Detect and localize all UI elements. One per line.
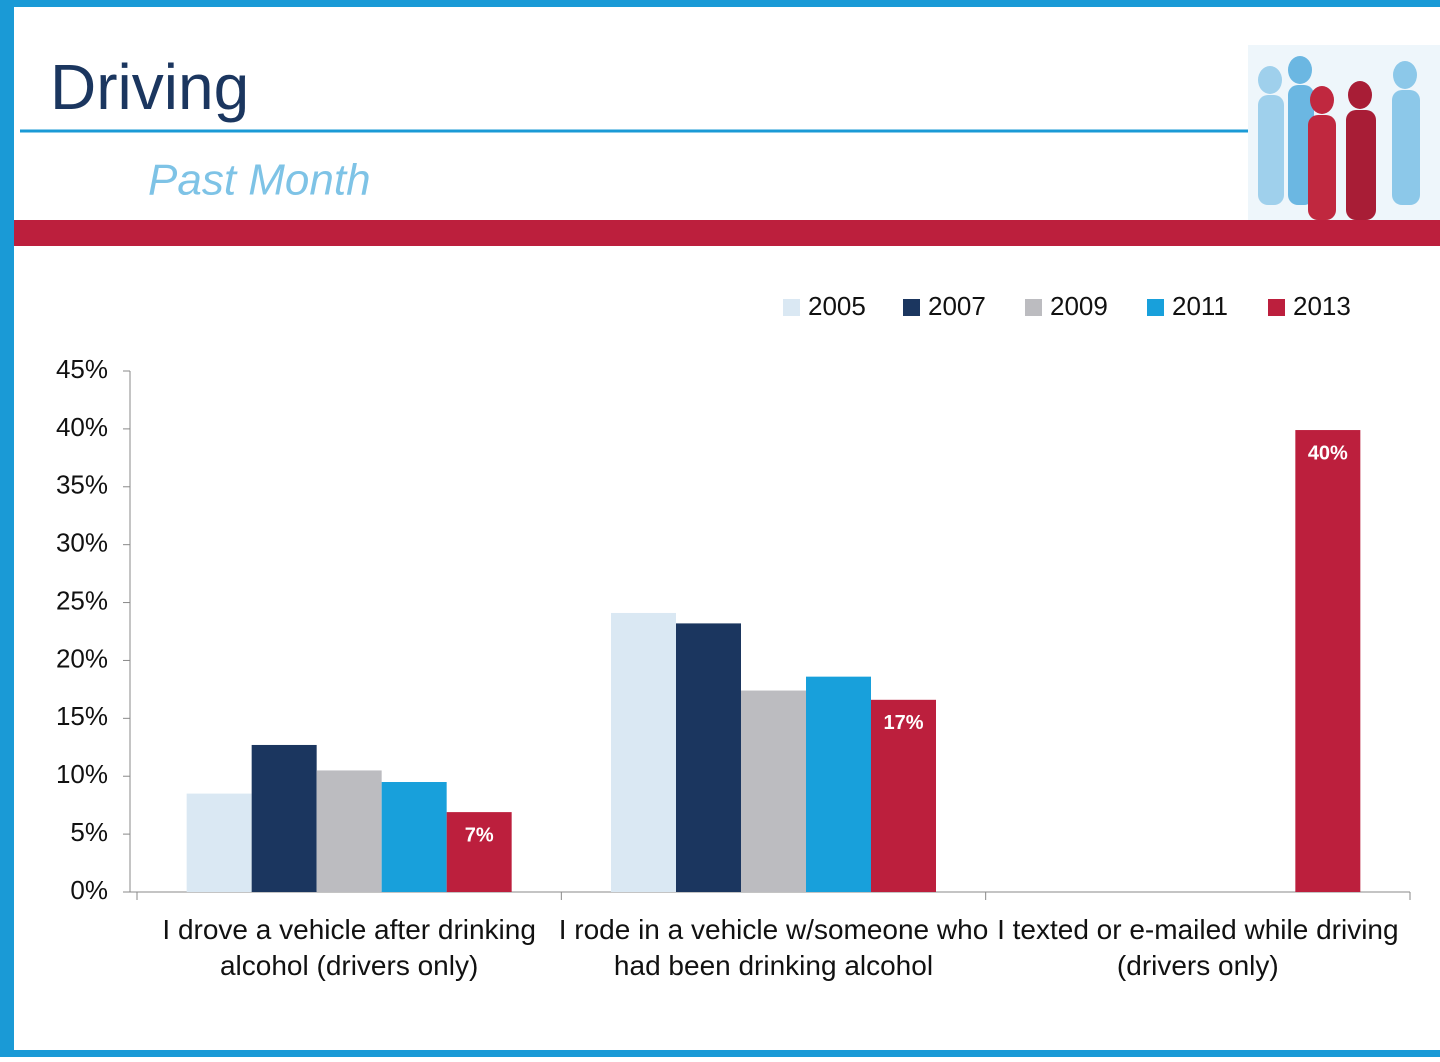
bar <box>611 612 676 892</box>
legend-label: 2013 <box>1293 291 1351 321</box>
bar <box>1295 430 1361 892</box>
legend-label: 2009 <box>1050 291 1108 321</box>
legend-swatch <box>1268 299 1285 316</box>
bar <box>186 793 252 892</box>
x-tick-label: I drove a vehicle after drinking alcohol… <box>162 914 536 981</box>
legend-swatch <box>903 299 920 316</box>
bar <box>381 782 447 892</box>
y-tick-label: 30% <box>56 528 108 558</box>
legend-swatch <box>1025 299 1042 316</box>
slide-subtitle: Past Month <box>148 156 371 205</box>
value-label: 40% <box>1308 442 1348 464</box>
legend-swatch <box>1147 299 1164 316</box>
y-tick-label: 15% <box>56 701 108 731</box>
red-band <box>14 220 1440 246</box>
y-tick-label: 35% <box>56 470 108 500</box>
y-tick-label: 5% <box>70 817 108 847</box>
bar <box>316 770 382 892</box>
legend-label: 2007 <box>928 291 986 321</box>
y-tick-label: 40% <box>56 412 108 442</box>
y-tick-label: 20% <box>56 643 108 673</box>
bar <box>871 699 936 892</box>
legend-swatch <box>783 299 800 316</box>
y-tick-label: 10% <box>56 759 108 789</box>
value-label: 17% <box>883 712 923 734</box>
bar <box>806 676 871 892</box>
people-image <box>1248 45 1440 220</box>
bar <box>741 690 806 892</box>
x-tick-label: I rode in a vehicle w/someone who had be… <box>558 914 989 981</box>
y-tick-label: 0% <box>70 875 108 905</box>
y-tick-label: 25% <box>56 585 108 615</box>
bar <box>251 744 317 892</box>
legend-label: 2011 <box>1172 291 1228 321</box>
slide-title: Driving <box>50 51 249 123</box>
border-left <box>0 0 14 1057</box>
legend-label: 2005 <box>808 291 866 321</box>
border-bottom <box>0 1050 1440 1057</box>
x-tick-label: I texted or e-mailed while driving (driv… <box>997 914 1399 981</box>
bar <box>676 623 741 892</box>
value-label: 7% <box>465 824 494 846</box>
border-top <box>0 0 1440 7</box>
y-tick-label: 45% <box>56 354 108 384</box>
bar <box>446 812 512 892</box>
